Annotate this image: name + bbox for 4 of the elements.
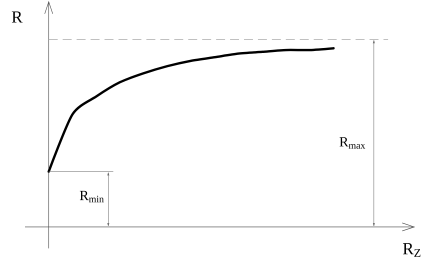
x-axis-title: R$_{Z}$ (402, 243, 420, 257)
y-axis-title: R (12, 11, 23, 23)
annotation: R$_{min}$ (80, 190, 104, 202)
annotation: R$_{max}$ (340, 137, 366, 149)
